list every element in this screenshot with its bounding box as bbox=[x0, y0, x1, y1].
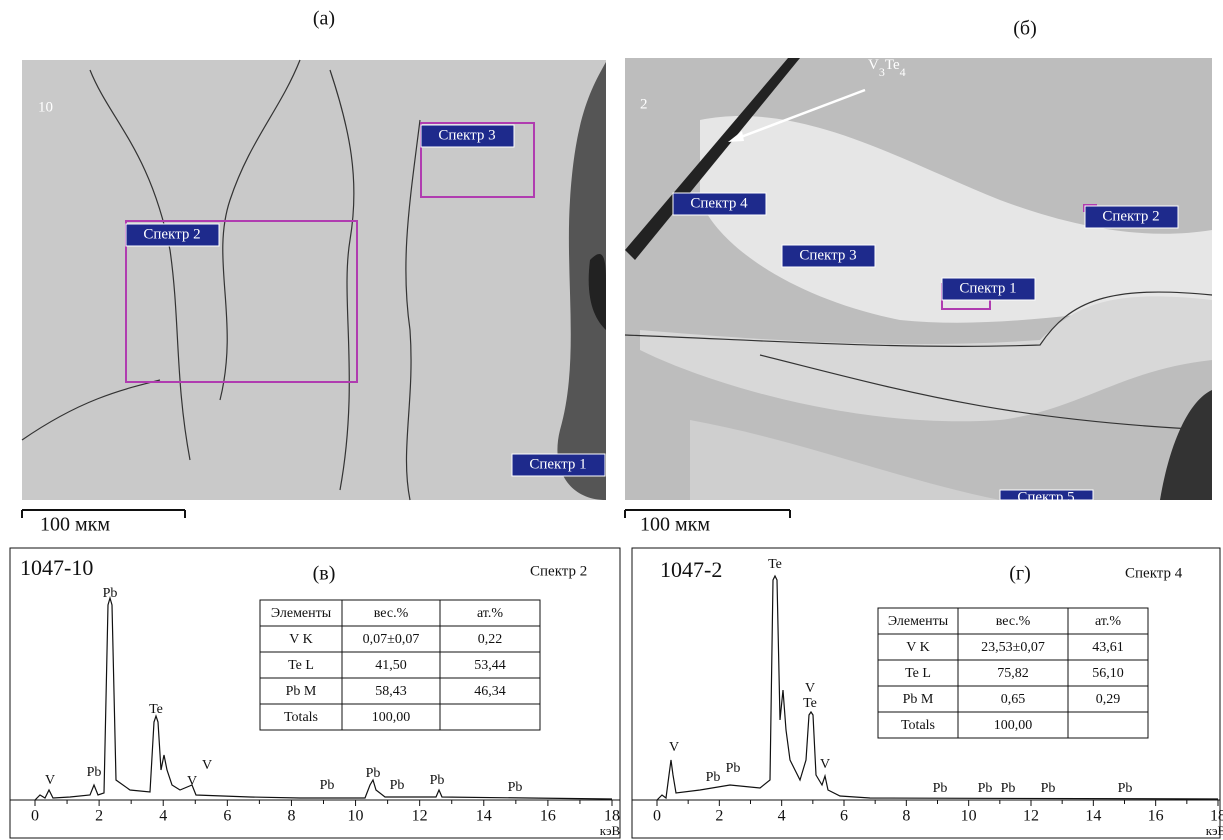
peak-label: V bbox=[805, 681, 815, 696]
results-table: Элементы вес.% ат.% V K 23,53±0,07 43,61 Te L 7… bbox=[878, 608, 1148, 738]
peak-label: V bbox=[45, 773, 55, 788]
table-cell: 75,82 bbox=[997, 666, 1029, 681]
sem-image: 2 V3Te4 Спектр 4 Спектр 2 Спектр 3 Спект… bbox=[625, 57, 1212, 505]
peak-label: Pb bbox=[508, 780, 523, 795]
table-cell: 0,29 bbox=[1096, 692, 1121, 707]
table-cell: Pb M bbox=[286, 684, 317, 699]
peak-label: Pb bbox=[103, 586, 118, 601]
x-tick-label: 8 bbox=[902, 808, 910, 825]
panel-label: (в) bbox=[313, 563, 336, 585]
x-tick-label: 16 bbox=[1148, 808, 1164, 825]
x-tick-label: 6 bbox=[223, 808, 231, 825]
peak-label: Pb bbox=[366, 766, 381, 781]
table-cell: V K bbox=[289, 632, 312, 647]
table-cell: ат.% bbox=[477, 606, 503, 621]
table-cell: 23,53±0,07 bbox=[981, 640, 1045, 655]
peak-label: Te bbox=[149, 702, 163, 717]
peak-label: V bbox=[202, 758, 212, 773]
peak-label: Pb bbox=[706, 770, 721, 785]
x-tick-label: 0 bbox=[31, 808, 39, 825]
image-number: 10 bbox=[38, 99, 53, 115]
table-cell: ат.% bbox=[1095, 614, 1121, 629]
panel-label: (а) bbox=[313, 8, 335, 30]
sample-id: 1047-2 bbox=[660, 557, 722, 582]
spectrum-tag: Спектр 1 bbox=[529, 456, 586, 472]
x-tick-label: 10 bbox=[961, 808, 977, 825]
table-cell: Pb M bbox=[903, 692, 934, 707]
x-unit: кэВ bbox=[600, 823, 621, 838]
x-tick-label: 12 bbox=[1023, 808, 1039, 825]
spectrum-tag: Спектр 2 bbox=[143, 226, 200, 242]
spectrum-tag: Спектр 4 bbox=[690, 195, 748, 211]
peak-label: V bbox=[820, 757, 830, 772]
peak-label: Pb bbox=[933, 781, 948, 796]
spectrum-name: Спектр 2 bbox=[530, 563, 587, 579]
spectrum-tag: Спектр 1 bbox=[959, 280, 1016, 296]
peak-label: Pb bbox=[1001, 781, 1016, 796]
table-cell: 100,00 bbox=[994, 718, 1033, 733]
table-cell: 0,07±0,07 bbox=[363, 632, 420, 647]
peak-label: Pb bbox=[978, 781, 993, 796]
peak-label: Pb bbox=[1118, 781, 1133, 796]
table-cell: 46,34 bbox=[474, 684, 506, 699]
peak-label: V bbox=[669, 740, 679, 755]
table-cell: Te L bbox=[288, 658, 314, 673]
peak-label: Pb bbox=[430, 773, 445, 788]
spectrum-tag: Спектр 3 bbox=[799, 247, 856, 263]
x-tick-label: 8 bbox=[287, 808, 295, 825]
table-cell: Totals bbox=[901, 718, 935, 733]
image-number: 2 bbox=[640, 96, 648, 112]
table-cell: вес.% bbox=[996, 614, 1031, 629]
spectrum-tag: Спектр 2 bbox=[1102, 208, 1159, 224]
x-tick-label: 2 bbox=[95, 808, 103, 825]
spectrum-tag: Спектр 3 bbox=[438, 127, 495, 143]
figure: (а) (б) 10 Спектр 3 Спектр 2 Спектр 1 10… bbox=[0, 0, 1223, 840]
panel-label: (б) bbox=[1013, 18, 1037, 40]
peak-label: Te bbox=[768, 557, 782, 572]
spectrum-tag: Спектр 5 bbox=[1017, 489, 1074, 505]
peak-label: Pb bbox=[390, 778, 405, 793]
peak-label: Pb bbox=[320, 778, 335, 793]
sample-id: 1047-10 bbox=[20, 555, 93, 580]
table-cell: 58,43 bbox=[375, 684, 407, 699]
x-tick-label: 12 bbox=[412, 808, 428, 825]
peak-label: Pb bbox=[1041, 781, 1056, 796]
spectrum-name: Спектр 4 bbox=[1125, 565, 1183, 581]
x-tick-label: 4 bbox=[159, 808, 167, 825]
x-tick-label: 6 bbox=[840, 808, 848, 825]
peak-label: Pb bbox=[726, 761, 741, 776]
x-tick-label: 0 bbox=[653, 808, 661, 825]
table-cell: Элементы bbox=[271, 606, 332, 621]
x-tick-label: 14 bbox=[1085, 808, 1101, 825]
table-cell: 56,10 bbox=[1092, 666, 1124, 681]
table-cell: вес.% bbox=[374, 606, 409, 621]
x-tick-label: 2 bbox=[715, 808, 723, 825]
peak-label: Pb bbox=[87, 765, 102, 780]
table-cell: Totals bbox=[284, 710, 318, 725]
panel-label: (г) bbox=[1009, 563, 1031, 585]
sem-image: 10 Спектр 3 Спектр 2 Спектр 1 bbox=[22, 60, 606, 500]
table-cell: 100,00 bbox=[372, 710, 411, 725]
x-tick-label: 16 bbox=[540, 808, 556, 825]
scale-label: 100 мкм bbox=[40, 514, 110, 536]
x-tick-label: 10 bbox=[348, 808, 364, 825]
table-cell: 43,61 bbox=[1092, 640, 1124, 655]
peak-label: V bbox=[187, 774, 197, 789]
table-cell: Te L bbox=[905, 666, 931, 681]
table-cell: Элементы bbox=[888, 614, 949, 629]
x-tick-label: 14 bbox=[476, 808, 492, 825]
table-cell: 0,22 bbox=[478, 632, 503, 647]
table-cell: 41,50 bbox=[375, 658, 407, 673]
scale-label: 100 мкм bbox=[640, 514, 710, 536]
peak-label: Te bbox=[803, 696, 817, 711]
table-cell: 0,65 bbox=[1001, 692, 1026, 707]
table-cell: 53,44 bbox=[474, 658, 506, 673]
table-cell: V K bbox=[906, 640, 929, 655]
x-tick-label: 4 bbox=[778, 808, 786, 825]
x-unit: кэВ bbox=[1206, 823, 1223, 838]
results-table: Элементы вес.% ат.% V K 0,07±0,07 0,22 Te L 41,… bbox=[260, 600, 540, 730]
